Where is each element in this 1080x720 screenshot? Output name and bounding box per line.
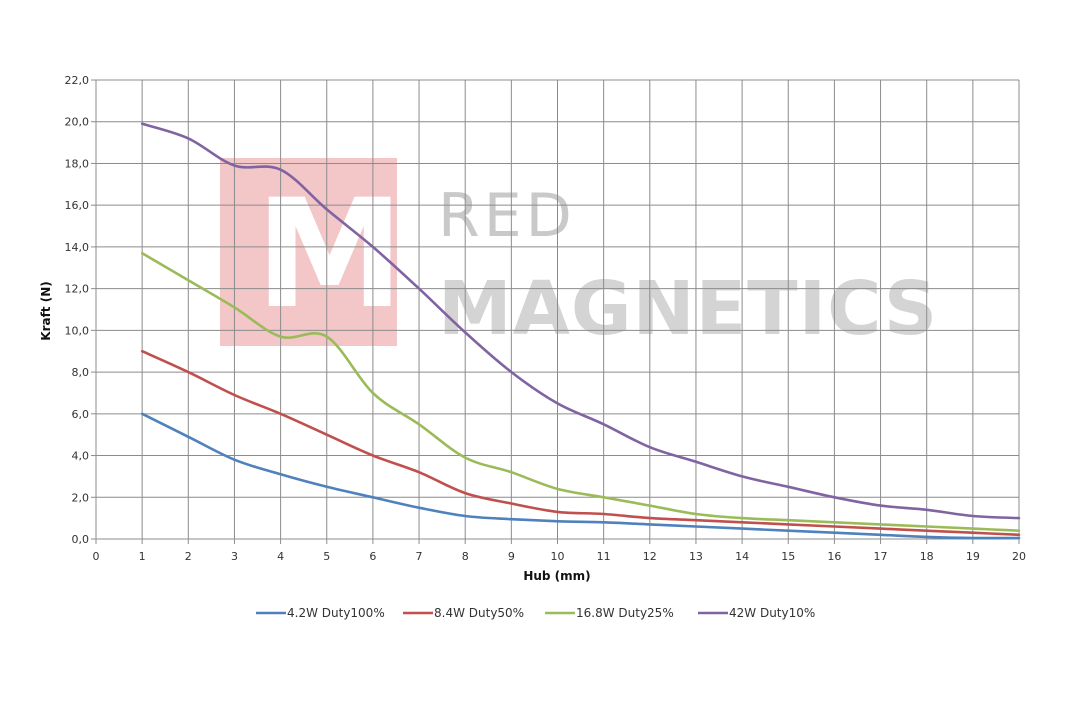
x-tick-label: 3 bbox=[231, 550, 238, 563]
y-tick-label: 6,0 bbox=[72, 408, 90, 421]
watermark-line2: MAGNETICS bbox=[438, 266, 938, 352]
y-tick-label: 14,0 bbox=[65, 241, 90, 254]
y-axis-ticks: 0,0 2,0 4,0 6,0 8,0 10,0 12,0 14,0 16,0 18,0 20,0 2… bbox=[65, 74, 90, 546]
x-tick-label: 14 bbox=[735, 550, 749, 563]
y-tick-label: 0,0 bbox=[72, 533, 90, 546]
x-tick-label: 17 bbox=[874, 550, 888, 563]
y-tick-label: 18,0 bbox=[65, 157, 90, 170]
grid bbox=[91, 79, 1020, 544]
watermark: M RED MAGNETICS bbox=[220, 158, 938, 352]
x-tick-label: 10 bbox=[551, 550, 565, 563]
x-tick-label: 5 bbox=[323, 550, 330, 563]
legend-label: 16.8W Duty25% bbox=[576, 606, 674, 620]
series-line bbox=[140, 349, 1021, 537]
x-tick-label: 13 bbox=[689, 550, 703, 563]
y-tick-label: 2,0 bbox=[72, 491, 90, 504]
y-tick-label: 12,0 bbox=[65, 283, 90, 296]
legend-label: 8.4W Duty50% bbox=[434, 606, 524, 620]
y-tick-label: 8,0 bbox=[72, 366, 90, 379]
series-line bbox=[140, 412, 1021, 540]
watermark-logo-box bbox=[220, 158, 397, 346]
legend-label: 42W Duty10% bbox=[729, 606, 815, 620]
legend: 4.2W Duty100% 8.4W Duty50% 16.8W Duty25% 42… bbox=[256, 606, 815, 620]
x-tick-label: 4 bbox=[277, 550, 284, 563]
watermark-logo-letter: M bbox=[255, 168, 404, 342]
series-line bbox=[140, 251, 1021, 532]
watermark-line1: RED bbox=[438, 181, 576, 251]
x-axis-ticks: 0 1 2 3 4 5 6 7 8 9 10 11 12 13 14 15 16 17 18 19 20 bbox=[93, 550, 1027, 563]
x-tick-label: 8 bbox=[462, 550, 469, 563]
y-tick-label: 16,0 bbox=[65, 199, 90, 212]
y-tick-label: 20,0 bbox=[65, 116, 90, 129]
series-lines bbox=[140, 122, 1021, 540]
x-tick-label: 6 bbox=[369, 550, 376, 563]
x-tick-label: 2 bbox=[185, 550, 192, 563]
x-tick-label: 9 bbox=[508, 550, 515, 563]
x-tick-label: 11 bbox=[597, 550, 611, 563]
x-axis-title: Hub (mm) bbox=[523, 569, 590, 583]
series-line bbox=[140, 122, 1021, 520]
x-tick-label: 12 bbox=[643, 550, 657, 563]
x-tick-label: 18 bbox=[920, 550, 934, 563]
y-tick-label: 10,0 bbox=[65, 324, 90, 337]
x-tick-label: 15 bbox=[781, 550, 795, 563]
x-tick-label: 19 bbox=[966, 550, 980, 563]
x-tick-label: 7 bbox=[416, 550, 423, 563]
x-tick-label: 1 bbox=[139, 550, 146, 563]
y-tick-label: 4,0 bbox=[72, 450, 90, 463]
y-axis-title: Kraft (N) bbox=[39, 281, 53, 340]
legend-label: 4.2W Duty100% bbox=[287, 606, 385, 620]
y-tick-label: 22,0 bbox=[65, 74, 90, 87]
x-tick-label: 0 bbox=[93, 550, 100, 563]
x-tick-label: 20 bbox=[1012, 550, 1026, 563]
x-tick-label: 16 bbox=[827, 550, 841, 563]
